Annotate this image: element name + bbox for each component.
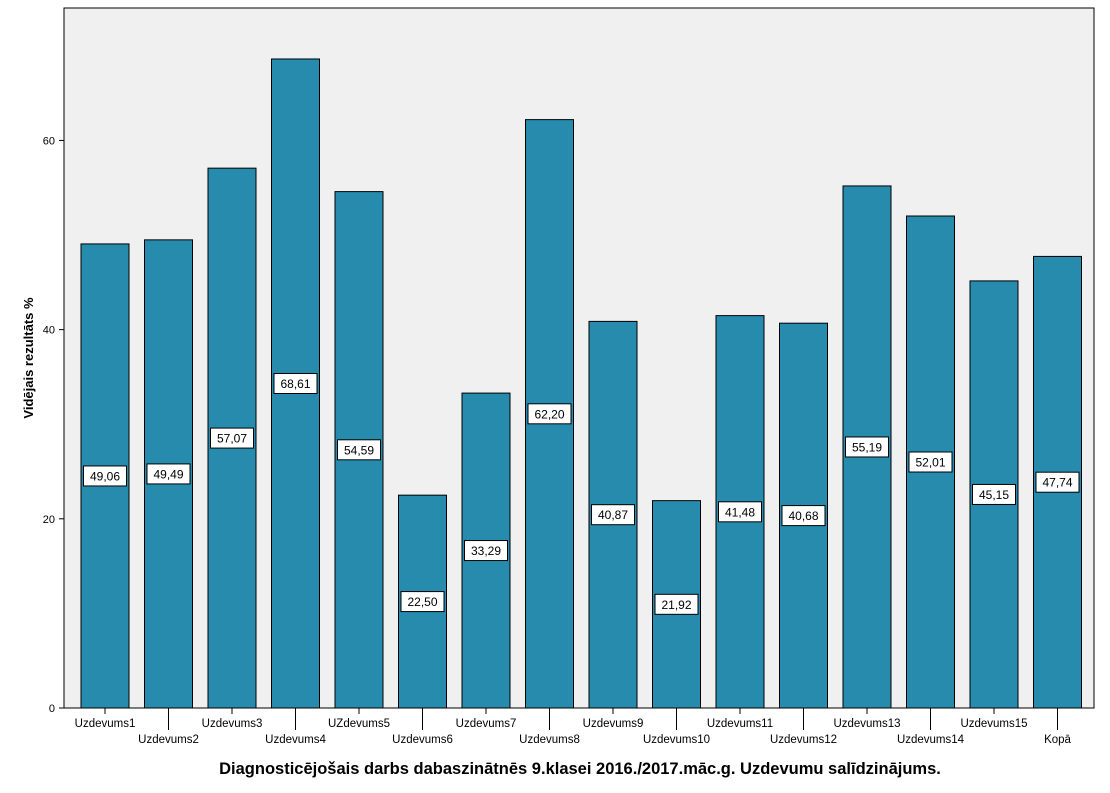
data-label-box (781, 505, 826, 527)
bars-layer: 49,06 49,49 57,07 68,61 54,59 22,50 33,29 62,20… (80, 58, 1082, 709)
data-label-box (591, 504, 635, 526)
data-label-box (400, 591, 445, 613)
x-tick-label: Uzdevums15 (960, 718, 1027, 730)
data-label: 62,20 (534, 407, 564, 421)
data-label-box (464, 540, 508, 562)
data-label-box (1035, 471, 1080, 493)
x-tick-label: Uzdevums3 (202, 718, 263, 730)
x-tick-label: Uzdevums2 (138, 734, 199, 746)
data-label-box (972, 483, 1016, 505)
data-label-box (845, 436, 889, 458)
data-label-box (527, 403, 572, 425)
data-label: 55,19 (852, 440, 882, 454)
data-label: 40,68 (788, 509, 818, 523)
y-tick-label: 60 (43, 135, 55, 147)
data-label-box (337, 439, 381, 461)
x-tick-label: UZdevums5 (328, 718, 390, 730)
y-axis-title: Vidējais rezultāts % (21, 297, 36, 419)
data-label: 49,49 (153, 467, 183, 481)
x-tick-label: Uzdevums7 (456, 718, 517, 730)
data-label-box (908, 451, 953, 473)
data-label-box (654, 593, 699, 615)
x-tick-label: Uzdevums6 (392, 734, 453, 746)
data-label: 68,61 (280, 377, 310, 391)
data-label: 52,01 (915, 456, 945, 470)
data-label: 49,06 (90, 469, 120, 483)
data-label-box (83, 465, 127, 487)
data-label: 40,87 (598, 508, 628, 522)
x-tick-label: Uzdevums1 (75, 718, 136, 730)
x-tick-label: Uzdevums8 (519, 734, 580, 746)
x-tick-label: Uzdevums4 (265, 734, 326, 746)
data-label: 41,48 (725, 505, 755, 519)
data-label: 21,92 (661, 598, 691, 612)
data-label-box (146, 463, 191, 485)
y-tick-label: 0 (49, 703, 55, 715)
data-label-box (718, 501, 762, 523)
data-label: 33,29 (471, 544, 501, 558)
y-tick-label: 20 (43, 514, 55, 526)
x-axis: Uzdevums1Uzdevums2Uzdevums3Uzdevums4UZde… (75, 708, 1072, 746)
y-axis: 0 20 40 60 (43, 135, 64, 715)
data-label-box (210, 427, 254, 449)
x-tick-label: Uzdevums11 (707, 718, 773, 730)
data-label: 45,15 (979, 488, 1009, 502)
x-tick-label: Uzdevums13 (833, 718, 900, 730)
x-tick-label: Kopā (1044, 734, 1071, 746)
y-tick-label: 40 (43, 325, 55, 337)
x-tick-label: Uzdevums14 (897, 734, 965, 746)
x-tick-label: Uzdevums9 (583, 718, 644, 730)
data-label: 47,74 (1042, 476, 1072, 490)
x-tick-label: Uzdevums12 (770, 734, 837, 746)
x-axis-title: Diagnosticējošais darbs dabaszinātnēs 9.… (219, 760, 941, 778)
data-label: 54,59 (344, 443, 374, 457)
data-label-box (273, 372, 318, 394)
x-tick-label: Uzdevums10 (643, 734, 710, 746)
data-label: 57,07 (217, 432, 247, 446)
data-label: 22,50 (407, 595, 437, 609)
